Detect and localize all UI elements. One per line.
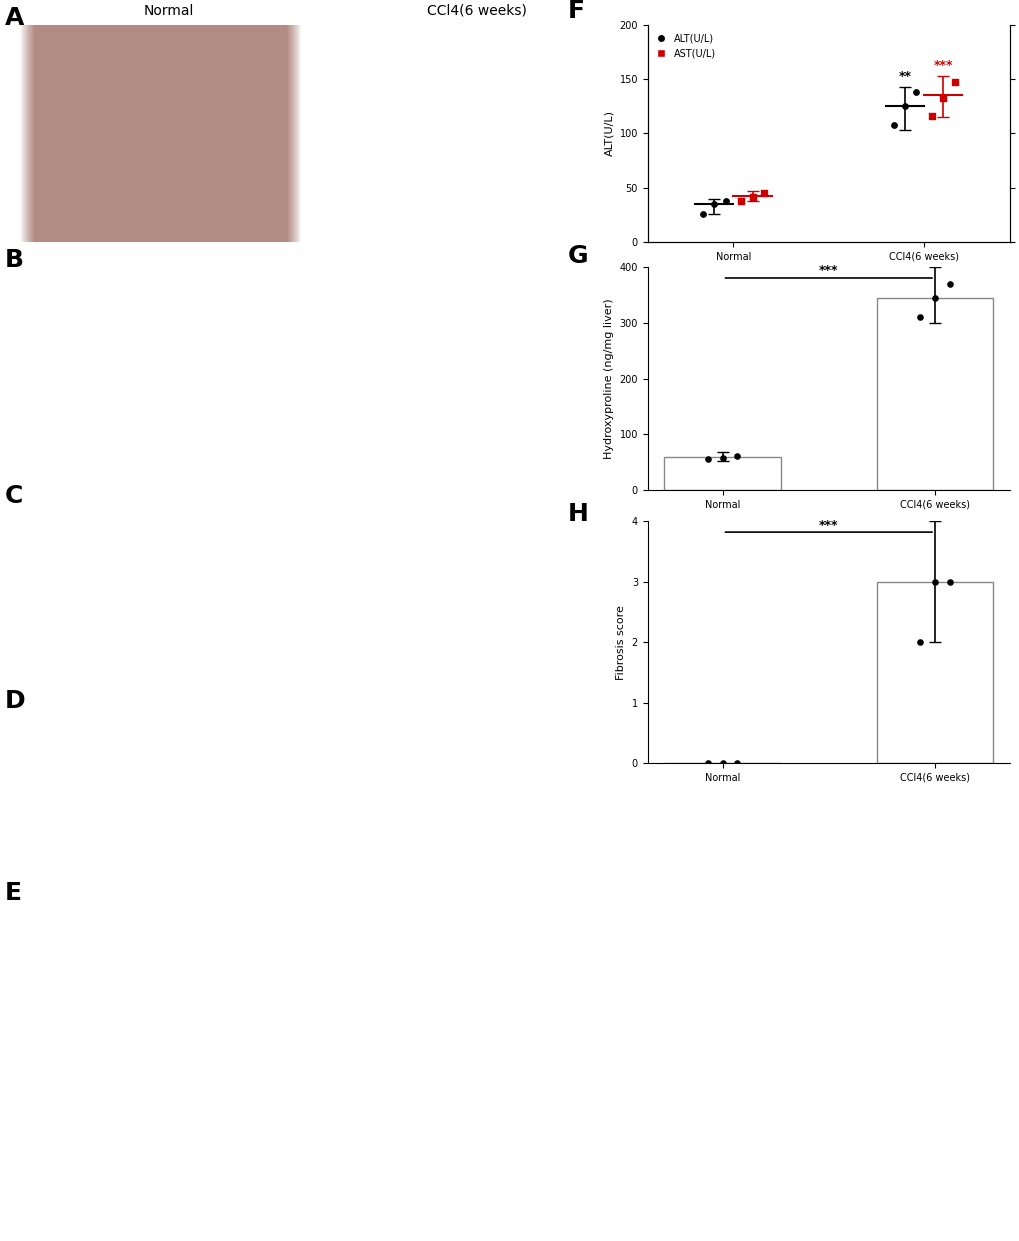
Text: H: H: [568, 501, 588, 526]
Point: [755, 184, 771, 204]
Point: [926, 572, 943, 592]
Point: [922, 107, 938, 127]
Point: [941, 274, 957, 294]
Text: Normal: Normal: [144, 4, 194, 17]
Point: [713, 753, 730, 773]
Point: [934, 88, 951, 108]
Text: B: B: [5, 248, 24, 272]
Bar: [663, 457, 781, 490]
Point: [941, 572, 957, 592]
Bar: [875, 582, 993, 763]
Text: E: E: [5, 881, 22, 905]
Point: [744, 187, 760, 207]
Text: A: A: [5, 6, 24, 30]
Text: C: C: [5, 484, 23, 508]
Point: [729, 753, 745, 773]
Text: ***: ***: [818, 519, 838, 532]
Point: [699, 449, 715, 469]
Text: ***: ***: [818, 263, 838, 277]
Point: [713, 448, 730, 468]
Point: [911, 308, 927, 328]
Point: [694, 204, 710, 223]
Point: [911, 633, 927, 653]
Y-axis label: ALT(U/L): ALT(U/L): [603, 110, 613, 156]
Point: [946, 72, 962, 92]
Point: [926, 288, 943, 308]
Text: F: F: [568, 0, 585, 22]
Point: [717, 191, 734, 211]
Point: [896, 97, 912, 117]
Bar: [875, 298, 993, 490]
Legend: ALT(U/L), AST(U/L): ALT(U/L), AST(U/L): [652, 30, 719, 62]
Point: [699, 753, 715, 773]
Y-axis label: Fibrosis score: Fibrosis score: [615, 604, 626, 680]
Text: G: G: [568, 244, 588, 268]
Text: **: **: [898, 71, 911, 83]
Text: CCl4(6 weeks): CCl4(6 weeks): [427, 4, 527, 17]
Point: [733, 191, 749, 211]
Point: [907, 82, 923, 102]
Point: [729, 446, 745, 465]
Text: ***: ***: [932, 60, 952, 72]
Y-axis label: Hydroxyproline (ng/mg liver): Hydroxyproline (ng/mg liver): [603, 298, 613, 459]
Point: [705, 194, 721, 213]
Point: [884, 114, 901, 134]
Text: D: D: [5, 689, 25, 712]
